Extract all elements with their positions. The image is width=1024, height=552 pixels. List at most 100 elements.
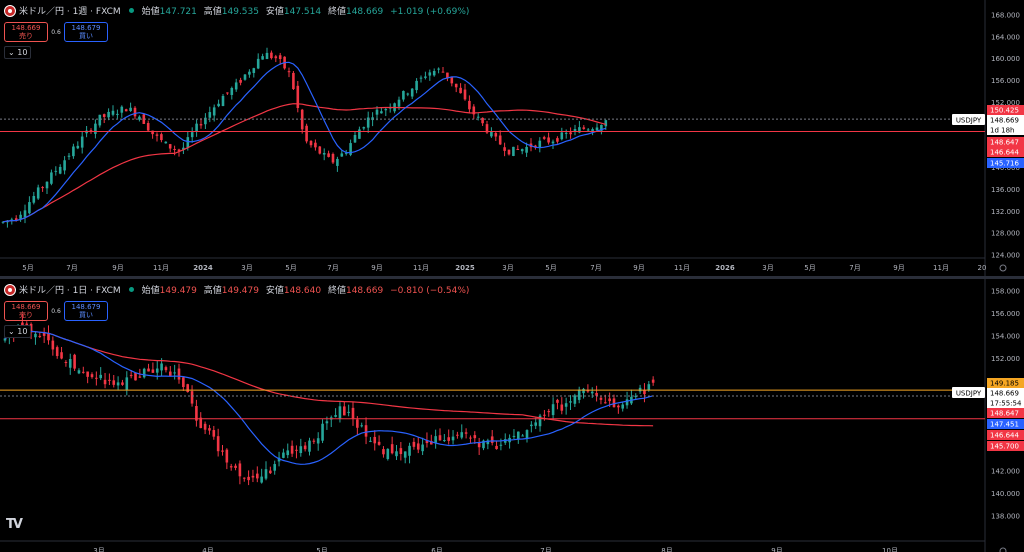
candle-body — [338, 406, 342, 419]
price-tick-label: 168.000 — [991, 12, 1020, 20]
candle-body — [95, 377, 98, 379]
candle-body — [19, 214, 22, 219]
candle-body — [208, 112, 212, 118]
candle-body — [203, 423, 207, 430]
time-tick-label: 3月 — [502, 264, 513, 272]
candle-body — [512, 146, 515, 156]
candle-body — [542, 137, 546, 139]
candle-body — [564, 403, 568, 407]
candle-body — [173, 372, 176, 374]
candle-body — [564, 132, 568, 134]
candle-body — [303, 445, 307, 450]
candle-body — [347, 411, 350, 413]
time-tick-label: 5月 — [316, 547, 327, 552]
candle-body — [520, 149, 524, 152]
candle-body — [434, 436, 437, 443]
weekly-symbol-title[interactable]: 米ドル／円 · 1週 · FXCM — [19, 7, 121, 17]
candle-body — [358, 129, 361, 139]
candle-body — [463, 89, 467, 100]
candle-body — [256, 58, 260, 69]
pane-separator[interactable] — [0, 276, 1024, 279]
candle-body — [300, 109, 304, 130]
candle-body — [421, 444, 424, 452]
candle-body — [447, 437, 450, 441]
candle-body — [182, 147, 185, 150]
candle-body — [34, 333, 37, 338]
candle-body — [377, 441, 381, 445]
daily-chart-canvas[interactable]: 158.000156.000154.000152.000150.000148.0… — [0, 279, 1024, 552]
price-badge-bg — [987, 441, 1024, 451]
daily-chart-pane[interactable]: 158.000156.000154.000152.000150.000148.0… — [0, 279, 1024, 552]
price-badge-bg — [987, 105, 1024, 115]
symbol-tag-bg — [952, 114, 985, 125]
candle-body — [124, 109, 128, 112]
candle-body — [230, 87, 234, 95]
weekly-sell-button[interactable]: 148.669 売り — [4, 22, 48, 42]
time-tick-label: 11月 — [674, 264, 690, 272]
time-tick-label: 20 — [978, 264, 987, 272]
daily-sell-button[interactable]: 148.669 売り — [4, 301, 48, 321]
candle-body — [133, 107, 137, 117]
candle-body — [270, 52, 273, 59]
candle-body — [412, 441, 416, 447]
candle-body — [199, 417, 203, 429]
candle-body — [490, 131, 493, 137]
candle-body — [356, 419, 359, 428]
symbol-tag-bg — [952, 387, 985, 398]
candle-body — [595, 392, 598, 396]
weekly-chart-pane[interactable]: 168.000164.000160.000156.000152.000148.0… — [0, 0, 1024, 276]
candle-body — [247, 476, 250, 481]
daily-buy-button[interactable]: 148.679 買い — [64, 301, 108, 321]
time-tick-label: 9月 — [633, 264, 644, 272]
candle-body — [221, 450, 224, 452]
candle-body — [375, 109, 379, 115]
price-badge-label: 145.716 — [990, 160, 1019, 168]
candle-body — [343, 406, 346, 416]
candle-body — [399, 448, 403, 455]
market-open-icon — [128, 8, 134, 13]
daily-spread: 0.6 — [51, 307, 61, 315]
candle-body — [560, 404, 564, 411]
candle-body — [582, 388, 585, 394]
weekly-spread: 0.6 — [51, 28, 61, 36]
time-tick-label: 5月 — [545, 264, 556, 272]
candle-body — [190, 391, 194, 404]
candle-body — [121, 382, 124, 385]
weekly-buy-button[interactable]: 148.679 買い — [64, 22, 108, 42]
candle-body — [402, 90, 405, 100]
candle-body — [318, 146, 322, 154]
candle-body — [534, 145, 537, 148]
candle-body — [204, 117, 207, 125]
symbol-tag-label: USDJPY — [956, 390, 982, 398]
candle-body — [89, 130, 93, 132]
candle-body — [556, 138, 559, 142]
candle-body — [408, 445, 411, 456]
time-tick-label: 2026 — [715, 264, 735, 272]
candle-body — [547, 137, 550, 143]
daily-indicator-toggle[interactable]: ⌄ 10 — [4, 325, 32, 338]
candle-body — [225, 449, 229, 463]
candle-body — [264, 469, 268, 479]
weekly-indicator-toggle[interactable]: ⌄ 10 — [4, 46, 32, 59]
candle-body — [282, 452, 285, 458]
candle-body — [380, 111, 383, 114]
candle-body — [23, 210, 27, 218]
price-badge-bg — [987, 125, 1024, 135]
price-tick-label: 158.000 — [991, 288, 1020, 296]
candle-body — [486, 440, 490, 445]
daily-symbol-title[interactable]: 米ドル／円 · 1日 · FXCM — [19, 286, 121, 296]
candle-body — [608, 398, 611, 402]
candle-body — [599, 397, 603, 400]
candle-body — [67, 155, 71, 157]
symbol-tag-label: USDJPY — [956, 117, 982, 125]
candle-body — [287, 71, 291, 73]
candle-body — [212, 107, 216, 116]
candle-body — [199, 124, 203, 126]
candle-body — [415, 80, 418, 91]
candle-body — [477, 442, 481, 448]
price-badge-bg — [987, 408, 1024, 418]
candle-body — [138, 376, 142, 378]
weekly-chart-canvas[interactable]: 168.000164.000160.000156.000152.000148.0… — [0, 0, 1024, 276]
candle-body — [217, 103, 220, 107]
candle-body — [569, 132, 572, 135]
